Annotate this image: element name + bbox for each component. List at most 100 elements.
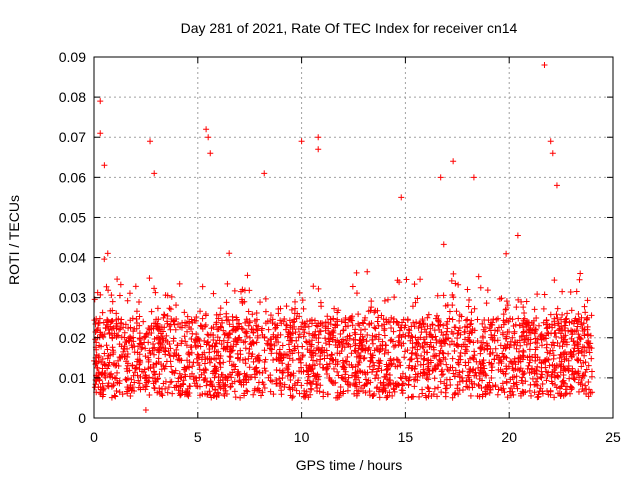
data-point <box>261 170 268 177</box>
data-point <box>353 290 360 297</box>
data-point <box>412 350 419 357</box>
data-point <box>151 285 158 292</box>
data-point <box>476 376 483 383</box>
data-point <box>456 378 463 385</box>
data-point <box>170 353 177 360</box>
data-point <box>245 308 252 315</box>
data-point <box>427 331 434 338</box>
data-point <box>383 342 390 349</box>
data-point <box>504 302 511 309</box>
data-point <box>184 313 191 320</box>
data-point <box>355 358 362 365</box>
x-tick-label: 5 <box>194 429 202 445</box>
data-point <box>337 384 344 391</box>
data-point <box>264 341 271 348</box>
data-point <box>240 339 247 346</box>
data-point <box>395 381 402 388</box>
data-point <box>339 363 346 370</box>
data-point <box>487 386 494 393</box>
data-point <box>344 378 351 385</box>
data-point <box>191 339 198 346</box>
data-point <box>130 328 137 335</box>
data-point <box>97 98 104 105</box>
data-point <box>551 322 558 329</box>
data-point <box>207 381 214 388</box>
data-point <box>225 373 232 380</box>
data-point <box>284 372 291 379</box>
data-point <box>373 333 380 340</box>
data-point <box>116 380 123 387</box>
data-point <box>425 311 432 318</box>
data-point <box>116 389 123 396</box>
data-point <box>220 379 227 386</box>
data-point <box>450 270 457 277</box>
data-point <box>223 313 230 320</box>
data-point <box>581 344 588 351</box>
data-point <box>452 389 459 396</box>
data-point <box>378 312 385 319</box>
data-point <box>146 326 153 333</box>
data-point <box>349 364 356 371</box>
data-point <box>563 390 570 397</box>
data-point <box>156 347 163 354</box>
data-point <box>575 388 582 395</box>
data-point <box>340 359 347 366</box>
data-point <box>228 362 235 369</box>
data-point <box>456 369 463 376</box>
data-point <box>99 380 106 387</box>
data-point <box>569 371 576 378</box>
data-point <box>340 327 347 334</box>
data-point <box>97 130 104 137</box>
data-point <box>560 377 567 384</box>
data-point <box>327 331 334 338</box>
data-point <box>581 326 588 333</box>
data-point <box>570 320 577 327</box>
data-point <box>442 335 449 342</box>
data-point <box>206 346 213 353</box>
data-point <box>465 374 472 381</box>
data-point <box>346 316 353 323</box>
data-point <box>287 377 294 384</box>
data-point <box>222 387 229 394</box>
data-point <box>165 348 172 355</box>
data-point <box>574 357 581 364</box>
data-point <box>118 343 125 350</box>
data-point <box>286 329 293 336</box>
data-point <box>419 386 426 393</box>
data-point <box>214 334 221 341</box>
data-point <box>462 362 469 369</box>
data-point <box>446 308 453 315</box>
data-point <box>578 363 585 370</box>
data-point <box>466 338 473 345</box>
data-point <box>296 331 303 338</box>
data-point <box>155 346 162 353</box>
data-point <box>338 318 345 325</box>
data-point <box>273 350 280 357</box>
data-point <box>278 320 285 327</box>
data-point <box>467 338 474 345</box>
data-point <box>317 299 324 306</box>
chart-title: Day 281 of 2021, Rate Of TEC Index for r… <box>181 20 518 36</box>
data-point <box>574 323 581 330</box>
data-point <box>273 367 280 374</box>
data-point <box>569 385 576 392</box>
data-point <box>261 334 268 341</box>
data-point <box>490 316 497 323</box>
data-point <box>346 332 353 339</box>
data-point <box>371 324 378 331</box>
data-point <box>492 345 499 352</box>
data-point <box>321 349 328 356</box>
y-tick-label: 0.09 <box>59 49 86 65</box>
data-point <box>410 376 417 383</box>
data-point <box>495 359 502 366</box>
data-point <box>207 150 214 157</box>
data-point <box>330 332 337 339</box>
data-point <box>262 356 269 363</box>
data-point <box>463 378 470 385</box>
data-point <box>500 345 507 352</box>
data-point <box>362 389 369 396</box>
data-point <box>408 323 415 330</box>
data-point <box>124 390 131 397</box>
data-point <box>576 374 583 381</box>
data-point <box>249 311 256 318</box>
